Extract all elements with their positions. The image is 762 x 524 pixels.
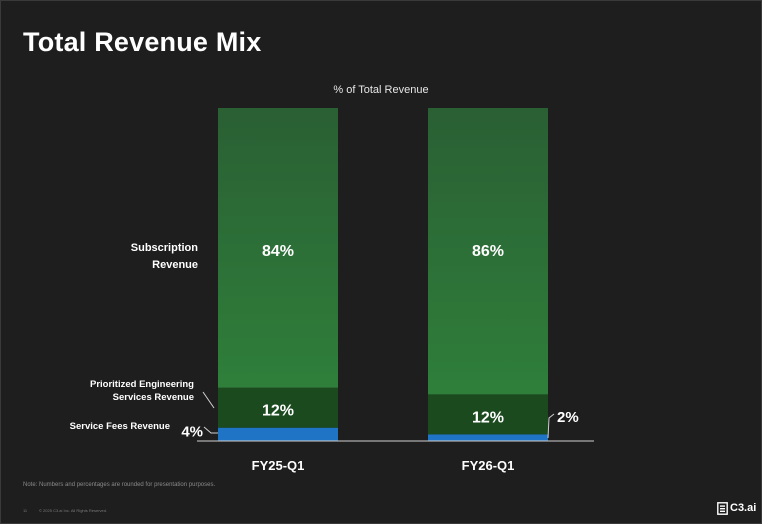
bar-fy25-q1-subscription-revenue xyxy=(218,108,338,388)
data-label-engineering-fy25-q1: 12% xyxy=(262,403,294,420)
copyright-text: © 2025 C3.ai Inc. All Rights Reserved. xyxy=(39,508,108,513)
data-label-service-fees-fy25-q1: 4% xyxy=(181,423,203,440)
leader-line-service-fees-fy26 xyxy=(547,413,555,439)
series-label-subscription-line-1: Subscription xyxy=(131,242,199,254)
data-label-service-fees-fy26-q1: 2% xyxy=(557,409,579,426)
data-label-subscription-fy26-q1: 86% xyxy=(472,243,504,260)
series-label-engineering-line-1: Prioritized Engineering xyxy=(90,379,194,390)
data-label-subscription-fy25-q1: 84% xyxy=(262,243,294,260)
series-label-service-fees: Service Fees Revenue xyxy=(70,421,170,432)
data-label-engineering-fy26-q1: 12% xyxy=(472,409,504,426)
c3-logo-icon xyxy=(717,501,728,515)
bar-fy26-q1-subscription-revenue xyxy=(428,108,548,395)
brand-name: C3.ai xyxy=(730,502,757,514)
leader-line-service-fees-fy25 xyxy=(203,426,218,434)
footnote: Note: Numbers and percentages are rounde… xyxy=(23,482,216,488)
leader-line-engineering xyxy=(202,391,215,409)
page-number: 11 xyxy=(23,508,28,513)
series-label-subscription-line-2: Revenue xyxy=(152,259,198,271)
bar-fy26-q1-prioritized-engineering-services-revenue xyxy=(428,394,548,435)
bars-group: FY25-Q1 FY26-Q1 xyxy=(218,108,548,473)
overlay-group: 84% 12% 86% 12% 4% 2% Subscription Revenue Prior… xyxy=(70,242,594,442)
slide-title: Total Revenue Mix xyxy=(23,27,262,57)
x-tick-label-fy26-q1: FY26-Q1 xyxy=(462,458,515,473)
x-tick-label-fy25-q1: FY25-Q1 xyxy=(252,458,305,473)
bar-fy25-q1-service-fees-revenue xyxy=(218,427,338,441)
series-label-engineering-line-2: Services Revenue xyxy=(113,392,194,403)
bar-fy25-q1-prioritized-engineering-services-revenue xyxy=(218,387,338,428)
brand-logo: C3.ai xyxy=(717,500,756,516)
bar-fy26-q1-service-fees-revenue xyxy=(428,434,548,441)
chart-title: % of Total Revenue xyxy=(333,84,428,96)
